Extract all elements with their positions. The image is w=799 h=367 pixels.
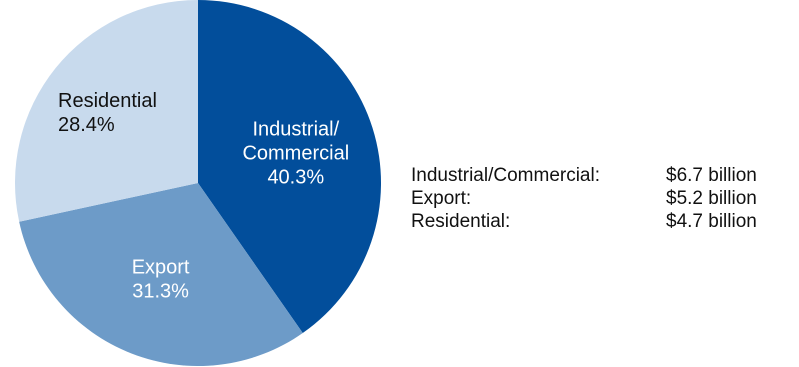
slice-category-label: Commercial	[242, 142, 349, 164]
slice-label: Residential 28.4%	[58, 90, 157, 136]
slice-category-label: Residential	[58, 90, 157, 112]
legend-row: Export: $5.2 billion	[411, 187, 757, 210]
pie-slice	[19, 183, 303, 367]
slice-category-label: Industrial/	[252, 118, 339, 140]
slice-label: Export 31.3%	[132, 256, 190, 302]
legend-name: Residential:	[411, 211, 511, 232]
slice-percent-label: 31.3%	[132, 280, 189, 302]
pie-slice	[14, 0, 198, 222]
pie-chart: Industrial/Commercial 40.3% Export 31.3% Res…	[14, 0, 382, 367]
legend-name: Industrial/Commercial:	[411, 165, 600, 186]
slice-label: Industrial/Commercial 40.3%	[242, 118, 349, 188]
legend-value: $5.2 billion	[666, 188, 757, 209]
legend: Industrial/Commercial: $6.7 billion Expo…	[411, 164, 757, 233]
pie-slice	[198, 0, 382, 334]
legend-row: Residential: $4.7 billion	[411, 210, 757, 233]
slice-percent-label: 40.3%	[267, 166, 324, 188]
legend-row: Industrial/Commercial: $6.7 billion	[411, 164, 757, 187]
legend-value: $6.7 billion	[666, 165, 757, 186]
slice-percent-label: 28.4%	[58, 114, 115, 136]
legend-name: Export:	[411, 188, 472, 209]
slice-category-label: Export	[132, 256, 190, 278]
legend-value: $4.7 billion	[666, 211, 757, 232]
